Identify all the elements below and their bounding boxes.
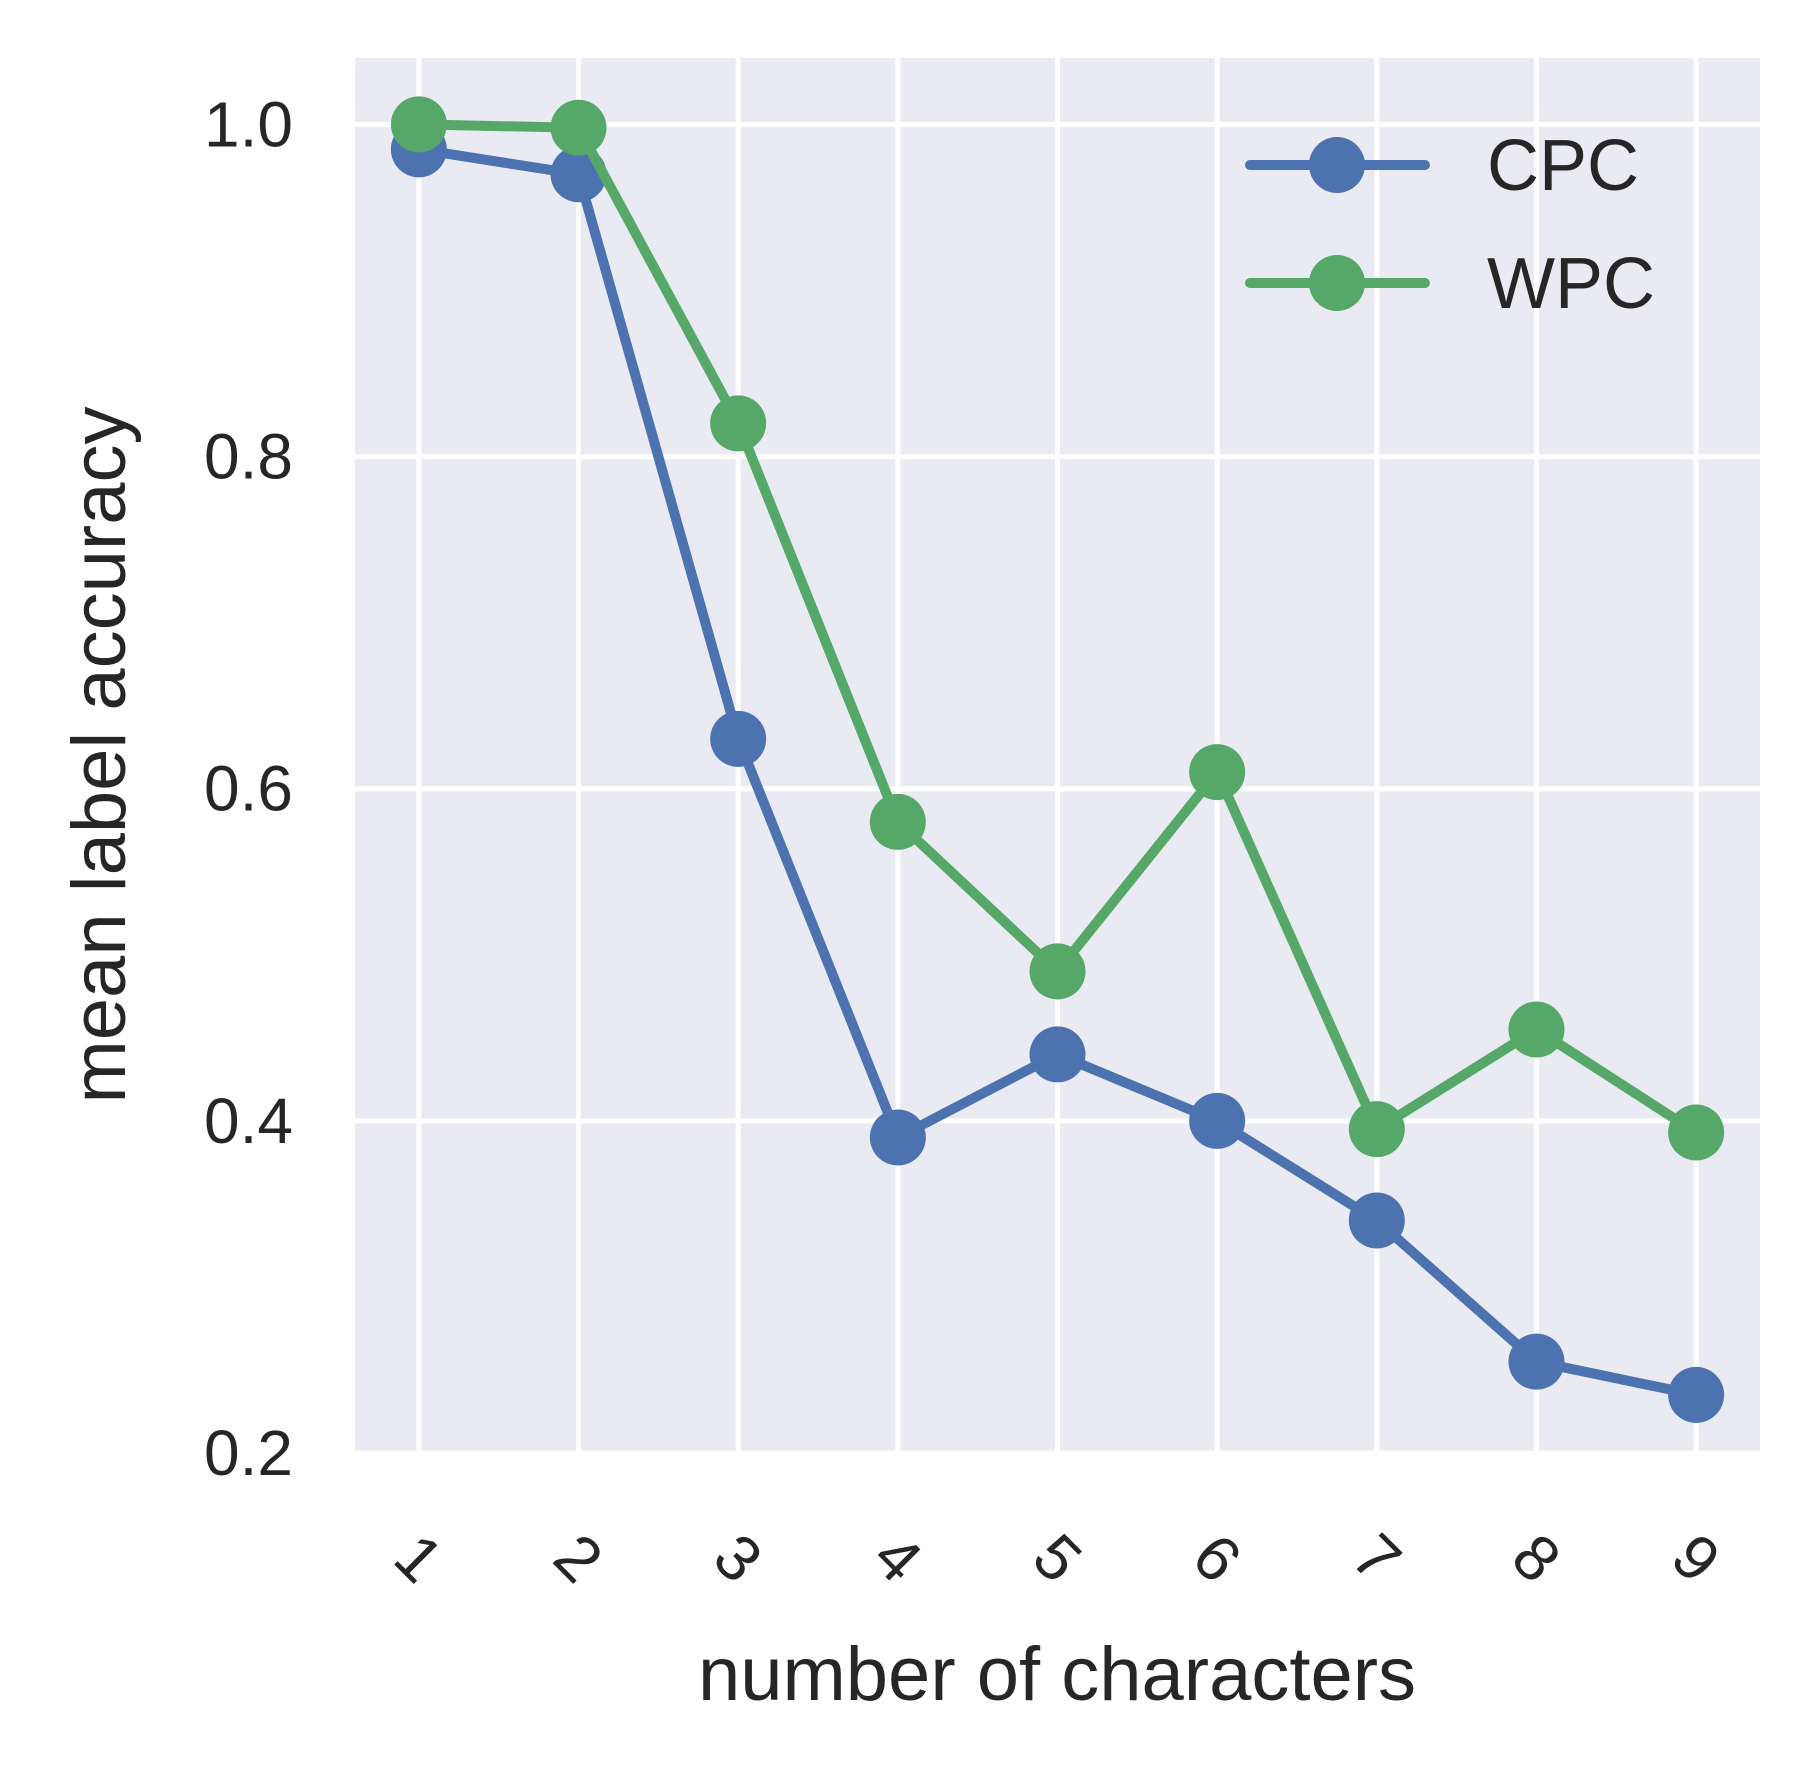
- x-axis-label: number of characters: [698, 1632, 1416, 1717]
- data-point-wpc: [869, 793, 926, 850]
- x-tick-label: 1: [381, 1520, 457, 1596]
- data-point-wpc: [1508, 1001, 1565, 1058]
- x-tick-label: 2: [540, 1520, 616, 1596]
- x-tick-label: 8: [1498, 1520, 1574, 1596]
- y-tick-label: 0.2: [204, 1417, 293, 1489]
- data-point-wpc: [390, 96, 447, 153]
- x-tick-label: 3: [700, 1520, 776, 1596]
- x-tick-label: 6: [1179, 1520, 1255, 1596]
- y-tick-label: 1.0: [204, 88, 293, 160]
- x-tick-label: 5: [1019, 1520, 1095, 1596]
- x-tick-label: 4: [860, 1520, 936, 1596]
- y-axis-label: mean label accuracy: [57, 406, 142, 1103]
- data-point-cpc: [1508, 1333, 1565, 1390]
- legend-label-wpc: WPC: [1487, 244, 1655, 324]
- y-tick-label: 0.4: [204, 1085, 293, 1157]
- data-point-cpc: [710, 710, 767, 767]
- data-point-wpc: [1029, 943, 1086, 1000]
- y-tick-label: 0.6: [204, 753, 293, 825]
- legend-label-cpc: CPC: [1487, 126, 1639, 206]
- data-point-cpc: [1348, 1192, 1405, 1249]
- series-cpc: [390, 121, 1725, 1423]
- legend: CPC WPC: [1245, 126, 1655, 324]
- data-point-cpc: [1668, 1366, 1725, 1423]
- x-axis-tick-labels: 1 2 3 4 5 6 7 8 9: [381, 1520, 1734, 1596]
- data-point-cpc: [869, 1109, 926, 1166]
- data-point-wpc: [1668, 1104, 1725, 1161]
- series-wpc: [390, 96, 1725, 1161]
- data-point-cpc: [1029, 1026, 1086, 1083]
- y-tick-label: 0.8: [204, 421, 293, 493]
- x-tick-label: 9: [1658, 1520, 1734, 1596]
- legend-marker-cpc: [1309, 137, 1365, 193]
- data-point-wpc: [550, 99, 607, 156]
- data-point-wpc: [1189, 744, 1246, 801]
- data-point-wpc: [710, 395, 767, 452]
- y-axis-tick-labels: 0.2 0.4 0.6 0.8 1.0: [204, 88, 293, 1489]
- series-group: [390, 96, 1725, 1423]
- data-point-cpc: [1189, 1092, 1246, 1149]
- x-tick-label: 7: [1339, 1520, 1415, 1596]
- data-point-wpc: [1348, 1101, 1405, 1158]
- legend-marker-wpc: [1309, 255, 1365, 311]
